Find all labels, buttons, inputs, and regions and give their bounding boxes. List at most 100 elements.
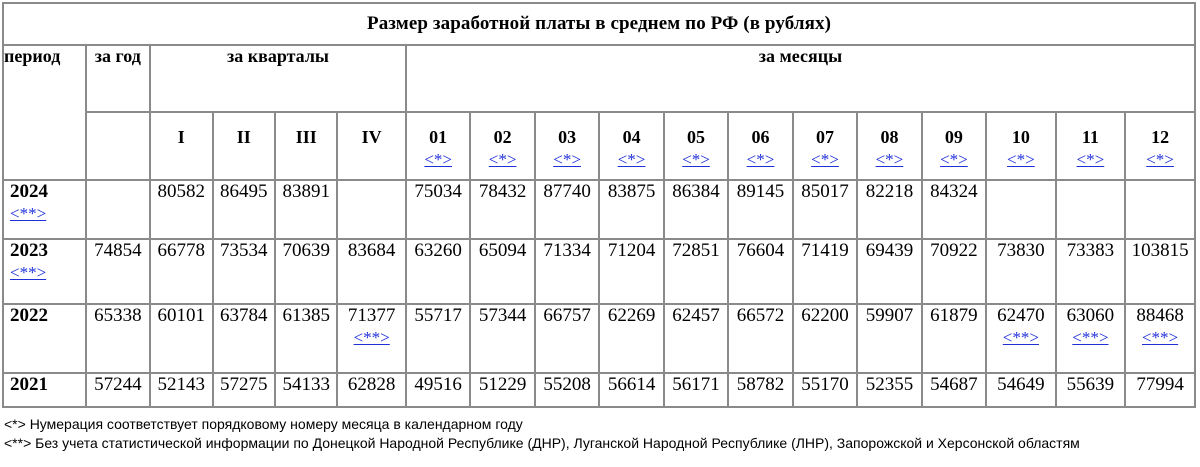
month-value-text: 77994 <box>1136 374 1184 395</box>
quarter-value: 63784 <box>211 303 276 374</box>
month-value: 82218 <box>856 179 923 240</box>
month-value: 57344 <box>469 303 536 374</box>
month-value-text: 71334 <box>543 240 591 261</box>
month-footnote-link[interactable]: <*> <box>1076 150 1105 169</box>
quarter-value-text: 80582 <box>157 181 206 202</box>
month-value: 61879 <box>920 303 988 374</box>
quarter-label: IV <box>361 127 382 147</box>
month-footnote-link[interactable]: <**> <box>1141 328 1179 347</box>
quarter-value-text: 70639 <box>282 240 330 261</box>
month-value-text: 55170 <box>801 374 849 395</box>
month-value: 55639 <box>1054 372 1127 408</box>
month-value: 71334 <box>533 238 601 305</box>
month-footnote-link[interactable]: <*> <box>424 150 452 169</box>
month-label: 05 <box>687 127 706 147</box>
table-row: 2022 65338 60101 63784 61385 71377 <**> 55717 57… <box>2 303 1196 374</box>
month-value: 69439 <box>856 238 923 305</box>
month-value-text: 66572 <box>736 305 785 326</box>
month-footnote-link[interactable]: <*> <box>940 150 968 169</box>
year-label: 2023 <box>10 240 48 261</box>
quarter-value: 52143 <box>149 372 214 408</box>
month-value: 63060 <**> <box>1054 303 1127 374</box>
quarter-value-text: 52143 <box>157 374 206 395</box>
quarter-value: 61385 <box>273 303 339 374</box>
subheader-row: I II III IV 01 <*> 02 <*> 03 <*> 04 <*> 05 <*> 06 <*> 07… <box>3 111 1196 181</box>
month-label: 11 <box>1081 127 1099 147</box>
month-value-text: 58782 <box>736 374 785 395</box>
month-value-text: 86384 <box>672 181 720 202</box>
year-footnote-link[interactable]: <**> <box>10 204 47 223</box>
year-cell: 2024 <**> <box>2 179 87 240</box>
month-value: 88468 <**> <box>1124 303 1196 374</box>
quarter-footnote-link[interactable]: <**> <box>353 328 390 347</box>
month-value-text: 70922 <box>930 240 978 261</box>
quarter-label: II <box>236 127 251 147</box>
month-footnote-link[interactable]: <*> <box>1146 150 1174 169</box>
month-label: 10 <box>1011 127 1030 147</box>
month-value: 55170 <box>791 372 859 408</box>
month-value-text: 57344 <box>478 305 527 326</box>
quarter-header-1: I <box>149 111 214 181</box>
month-value-text: 55639 <box>1066 374 1115 395</box>
annual-value: 57244 <box>84 372 152 408</box>
month-header-6: 06 <*> <box>727 111 794 181</box>
month-value: 72851 <box>662 238 730 305</box>
quarter-header-2: II <box>211 111 276 181</box>
months-header: за месяцы <box>404 44 1197 113</box>
annual-value: 74854 <box>84 238 152 305</box>
month-footnote-link[interactable]: <*> <box>488 150 517 169</box>
month-footnote-link[interactable]: <**> <box>1072 328 1109 347</box>
month-footnote-link[interactable]: <*> <box>811 150 839 169</box>
month-label: 01 <box>429 127 448 147</box>
month-footnote-link[interactable]: <*> <box>746 150 775 169</box>
quarter-value-text: 63784 <box>219 305 268 326</box>
year-footnote-link[interactable]: <**> <box>10 263 47 282</box>
month-header-9: 09 <*> <box>920 111 988 181</box>
quarter-value: 54133 <box>273 372 339 408</box>
month-footnote-link[interactable]: <*> <box>875 150 904 169</box>
month-footnote-link[interactable]: <*> <box>617 150 646 169</box>
quarter-label: I <box>177 127 185 147</box>
year-total-subheader-empty <box>84 111 152 181</box>
month-label: 09 <box>944 127 963 147</box>
month-header-4: 04 <*> <box>598 111 665 181</box>
footnotes: <*> Нумерация соответствует порядковому … <box>4 415 1198 453</box>
quarter-value: 57275 <box>211 372 276 408</box>
quarter-value-text: 61385 <box>282 305 330 326</box>
month-value: 55208 <box>533 372 601 408</box>
month-label: 12 <box>1151 127 1170 147</box>
annual-value <box>84 179 152 240</box>
quarter-value <box>336 179 407 240</box>
table-row: 2021 57244 52143 57275 54133 62828 49516 51229 5… <box>2 372 1196 408</box>
quarter-value: 66778 <box>149 238 214 305</box>
year-cell: 2021 <box>2 372 87 408</box>
table-title: Размер заработной платы в среднем по РФ … <box>2 2 1196 46</box>
month-footnote-link[interactable]: <*> <box>553 150 581 169</box>
year-cell: 2022 <box>2 303 87 374</box>
month-value-text: 71419 <box>801 240 849 261</box>
month-value: 84324 <box>920 179 988 240</box>
table-row: 2023 <**> 74854 66778 73534 70639 83684 63260 65… <box>2 238 1196 305</box>
month-header-1: 01 <*> <box>404 111 472 181</box>
month-value-text: 103815 <box>1131 240 1189 261</box>
year-cell: 2023 <**> <box>2 238 87 305</box>
month-value: 55717 <box>404 303 472 374</box>
month-value-text: 87740 <box>543 181 591 202</box>
month-footnote-link[interactable]: <*> <box>682 150 710 169</box>
month-value-text: 62470 <box>997 305 1045 326</box>
month-footnote-link[interactable]: <*> <box>1007 150 1035 169</box>
month-value-text: 89145 <box>736 181 785 202</box>
quarter-value-text: 54133 <box>282 374 330 395</box>
quarter-value-text: 83684 <box>347 240 396 261</box>
year-label: 2022 <box>10 305 48 326</box>
month-value: 78432 <box>469 179 536 240</box>
month-value: 103815 <box>1124 238 1196 305</box>
month-value-text: 66757 <box>543 305 591 326</box>
month-value: 76604 <box>727 238 794 305</box>
month-value: 77994 <box>1124 372 1196 408</box>
month-value-text: 52355 <box>865 374 914 395</box>
month-label: 07 <box>815 127 834 147</box>
month-footnote-link[interactable]: <**> <box>1002 328 1039 347</box>
quarter-value: 60101 <box>149 303 214 374</box>
month-value: 58782 <box>727 372 794 408</box>
